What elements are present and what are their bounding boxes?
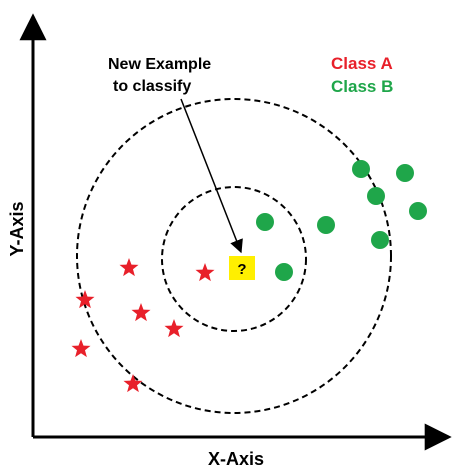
class-a-points: [71, 258, 215, 393]
class-a-star: [164, 319, 184, 338]
class-a-star: [123, 374, 143, 393]
class-a-star: [195, 263, 215, 282]
class-b-point: [396, 164, 414, 182]
query-point: ?: [229, 256, 255, 280]
class-b-points: [256, 160, 427, 281]
class-b-point: [367, 187, 385, 205]
class-a-star: [71, 339, 91, 358]
x-axis-label: X-Axis: [208, 449, 264, 469]
class-b-point: [317, 216, 335, 234]
class-b-point: [371, 231, 389, 249]
class-a-star: [119, 258, 139, 277]
query-box: [229, 256, 255, 280]
class-b-point: [352, 160, 370, 178]
legend-class-b: Class B: [331, 77, 393, 96]
inner-neighborhood-circle: [161, 186, 307, 332]
annotation-line-2: to classify: [113, 78, 191, 95]
class-b-point: [409, 202, 427, 220]
class-b-point: [256, 213, 274, 231]
class-b-point: [275, 263, 293, 281]
class-a-star: [75, 290, 95, 309]
class-a-star: [131, 303, 151, 322]
query-symbol: ?: [237, 261, 246, 278]
annotation-arrow: [180, 98, 243, 254]
annotation-line-1: New Example: [108, 56, 211, 73]
legend-class-a: Class A: [331, 54, 393, 73]
y-axis-label: Y-Axis: [7, 201, 27, 256]
outer-neighborhood-circle: [76, 98, 392, 414]
